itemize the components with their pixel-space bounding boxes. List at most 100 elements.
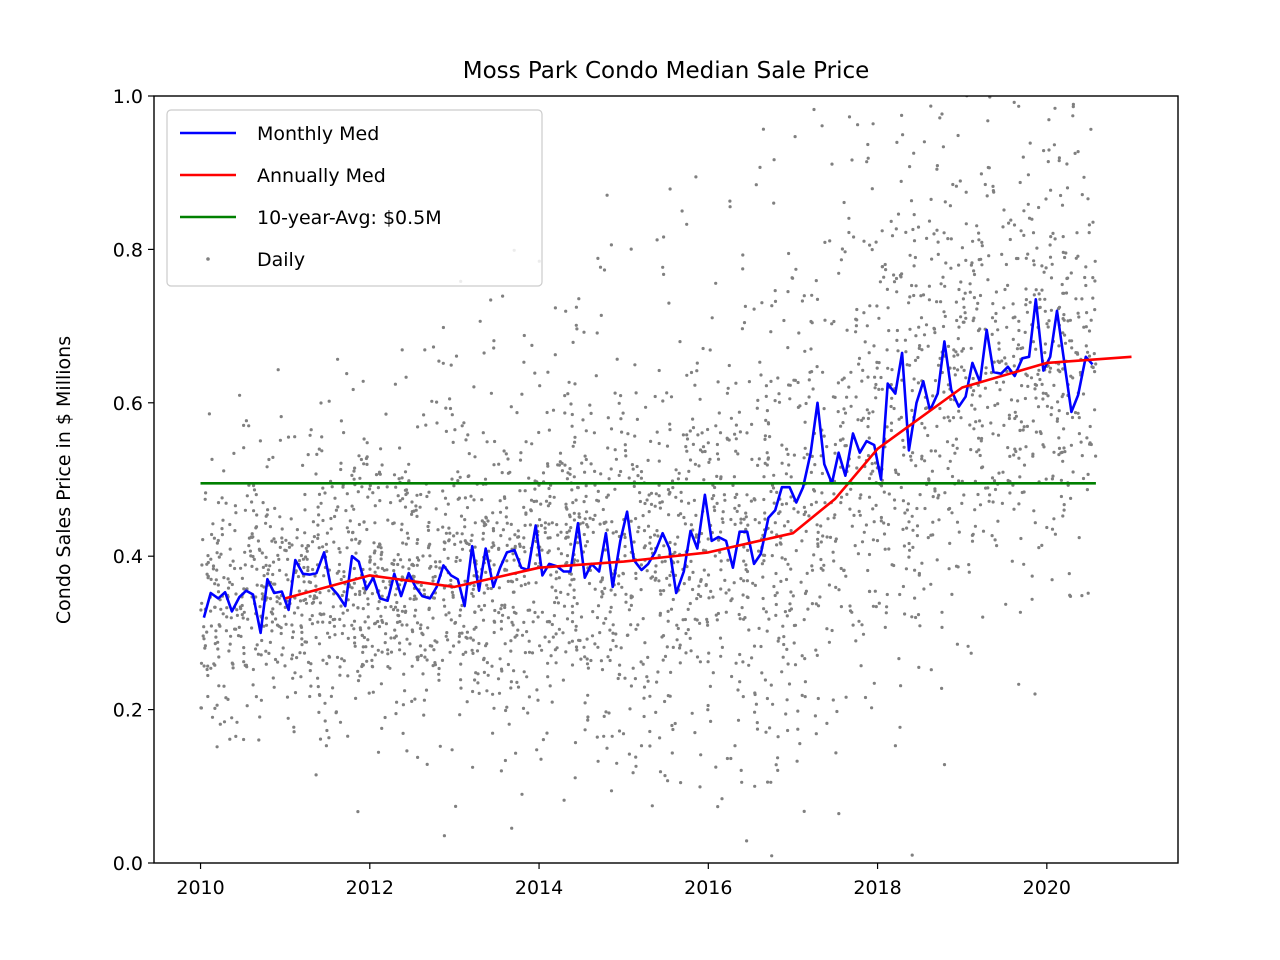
daily-point bbox=[629, 684, 634, 688]
daily-point bbox=[789, 607, 794, 611]
daily-point bbox=[682, 582, 686, 586]
daily-point bbox=[521, 706, 526, 711]
daily-point bbox=[357, 522, 361, 527]
daily-point bbox=[377, 625, 382, 629]
daily-point bbox=[305, 549, 309, 553]
daily-point bbox=[1028, 141, 1032, 145]
daily-point bbox=[401, 731, 405, 736]
daily-point bbox=[366, 602, 370, 606]
daily-point bbox=[1048, 243, 1052, 247]
daily-point bbox=[338, 617, 342, 622]
daily-point bbox=[624, 600, 628, 604]
daily-point bbox=[796, 510, 800, 514]
daily-point bbox=[908, 165, 912, 169]
daily-point bbox=[215, 703, 219, 707]
daily-point bbox=[773, 593, 777, 598]
daily-point bbox=[733, 432, 737, 436]
daily-point bbox=[481, 431, 485, 435]
daily-point bbox=[261, 501, 265, 505]
daily-point bbox=[1061, 250, 1065, 254]
daily-point bbox=[595, 498, 599, 502]
daily-point bbox=[328, 635, 332, 639]
daily-point bbox=[568, 513, 572, 517]
daily-point bbox=[444, 429, 448, 433]
daily-point bbox=[339, 467, 343, 472]
daily-point bbox=[1022, 490, 1026, 494]
daily-point bbox=[351, 530, 355, 535]
daily-point bbox=[973, 407, 977, 411]
daily-point bbox=[646, 679, 650, 683]
daily-point bbox=[1042, 149, 1046, 153]
daily-point bbox=[361, 650, 365, 655]
daily-point bbox=[1081, 392, 1086, 396]
daily-point bbox=[481, 531, 485, 536]
daily-point bbox=[764, 610, 768, 614]
daily-point bbox=[599, 313, 603, 317]
daily-point bbox=[352, 619, 357, 623]
daily-point bbox=[247, 544, 251, 548]
daily-point bbox=[217, 655, 221, 659]
daily-point bbox=[870, 706, 874, 710]
daily-point bbox=[919, 294, 923, 298]
daily-point bbox=[826, 517, 830, 521]
daily-point bbox=[310, 601, 314, 605]
daily-point bbox=[290, 657, 294, 661]
daily-point bbox=[695, 361, 699, 365]
daily-point bbox=[972, 269, 976, 273]
daily-point bbox=[935, 300, 939, 304]
daily-point bbox=[544, 499, 549, 503]
daily-point bbox=[368, 558, 372, 562]
daily-point bbox=[720, 517, 724, 521]
daily-point bbox=[469, 636, 473, 640]
daily-point bbox=[1031, 419, 1035, 423]
daily-point bbox=[377, 600, 381, 604]
daily-point bbox=[280, 540, 284, 545]
daily-point bbox=[499, 619, 503, 624]
daily-point bbox=[741, 695, 745, 699]
daily-point bbox=[769, 489, 773, 494]
daily-point bbox=[565, 554, 570, 558]
daily-point bbox=[491, 529, 496, 533]
daily-point bbox=[886, 366, 890, 370]
daily-point bbox=[866, 156, 870, 160]
daily-point bbox=[1022, 233, 1026, 237]
daily-point bbox=[321, 486, 325, 490]
daily-point bbox=[554, 632, 558, 636]
daily-point bbox=[245, 494, 249, 498]
daily-point bbox=[815, 365, 819, 369]
daily-point bbox=[1000, 359, 1004, 363]
daily-point bbox=[376, 750, 381, 754]
daily-point bbox=[205, 572, 209, 576]
daily-point bbox=[299, 625, 304, 630]
daily-point bbox=[783, 610, 788, 614]
daily-point bbox=[988, 493, 992, 497]
daily-point bbox=[946, 344, 951, 348]
daily-point bbox=[576, 559, 580, 563]
daily-point bbox=[980, 244, 984, 248]
daily-point bbox=[622, 532, 627, 537]
daily-point bbox=[459, 678, 463, 682]
daily-point bbox=[414, 608, 418, 612]
daily-point bbox=[571, 501, 575, 505]
daily-point bbox=[786, 346, 790, 350]
daily-point bbox=[996, 359, 1000, 363]
daily-point bbox=[662, 272, 666, 276]
daily-point bbox=[976, 492, 980, 497]
daily-point bbox=[252, 484, 256, 488]
daily-point bbox=[442, 834, 446, 838]
daily-point bbox=[775, 591, 779, 595]
daily-point bbox=[623, 676, 627, 680]
daily-point bbox=[922, 587, 926, 591]
legend-label: Monthly Med bbox=[257, 123, 379, 145]
daily-point bbox=[358, 674, 362, 678]
daily-point bbox=[258, 605, 262, 609]
daily-point bbox=[206, 576, 210, 580]
daily-point bbox=[1006, 283, 1010, 287]
daily-point bbox=[538, 384, 542, 388]
daily-point bbox=[602, 268, 607, 272]
daily-point bbox=[915, 534, 920, 538]
daily-point bbox=[1003, 287, 1007, 292]
daily-point bbox=[949, 266, 953, 270]
daily-point bbox=[602, 621, 606, 625]
daily-point bbox=[451, 593, 455, 597]
